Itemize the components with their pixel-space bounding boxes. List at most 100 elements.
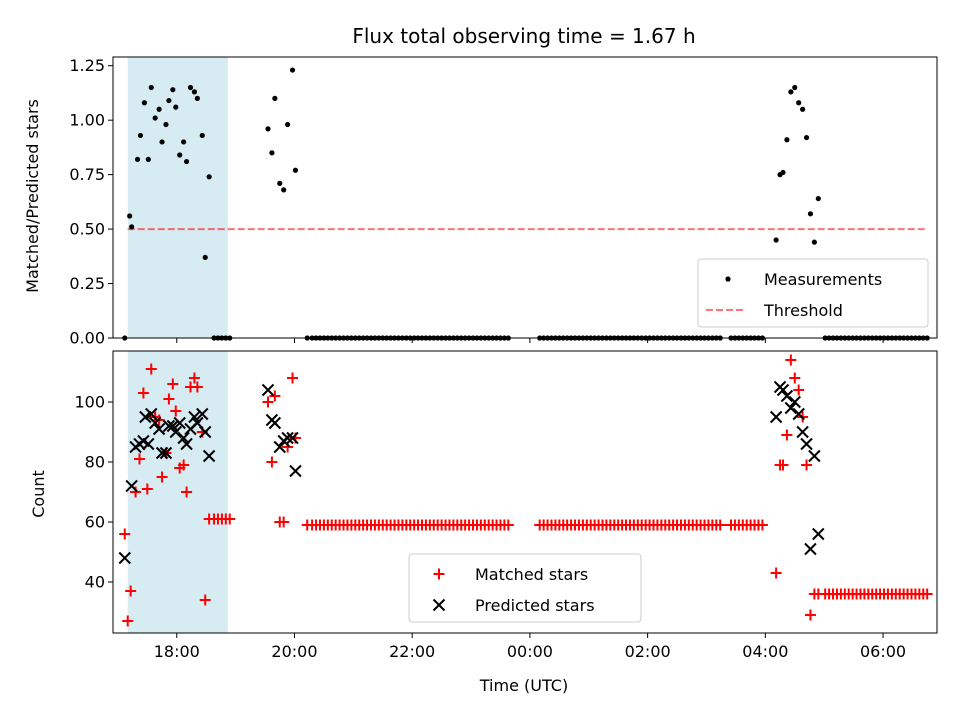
matched-stars-point	[141, 483, 153, 495]
x-tick-label: 22:00	[389, 642, 435, 661]
predicted-stars-point	[268, 416, 282, 430]
measurement-point	[206, 174, 212, 180]
y-tick-label: 40	[85, 573, 105, 592]
measurement-point	[148, 84, 154, 91]
predicted-stars-point	[769, 410, 783, 424]
measurement-point	[177, 152, 183, 158]
top-panel: 0.00 0.25 0.50 0.75 1.00 1.25 Measurements Thre…	[69, 56, 938, 348]
matched-stars-point	[921, 588, 933, 600]
matched-stars-point	[781, 429, 793, 441]
bottom-panel: 40 60 80 100 18:00 20:00 22:00 00:00 02:00 04:00 0…	[74, 350, 938, 661]
measurement-point	[181, 139, 187, 145]
measurement-point	[792, 84, 798, 91]
axes-frame	[112, 350, 938, 634]
measurement-point	[784, 137, 790, 143]
matched-stars-point	[178, 459, 190, 471]
measurement-point	[145, 156, 151, 162]
measurement-point	[199, 132, 205, 139]
predicted-stars-point	[152, 422, 166, 436]
y-tick-label: 1.00	[69, 111, 105, 130]
measurement-point	[800, 106, 806, 112]
predicted-stars-point	[148, 416, 162, 430]
predicted-stars-point	[261, 383, 275, 397]
measurement-point	[272, 95, 278, 101]
measurement-point	[265, 126, 271, 132]
matched-stars-point	[278, 516, 290, 528]
x-tick-label: 20:00	[271, 642, 317, 661]
measurement-point	[134, 156, 141, 162]
measurement-point	[281, 187, 287, 193]
matched-stars-point	[145, 363, 157, 375]
matched-stars-point	[269, 390, 281, 402]
measurement-point	[788, 89, 794, 95]
legend-label: Threshold	[763, 301, 843, 320]
matched-stars-point	[156, 471, 168, 483]
measurement-point	[285, 121, 291, 128]
predicted-stars-point	[784, 401, 798, 415]
matched-stars-point	[262, 396, 274, 408]
matched-stars-point	[167, 378, 179, 390]
matched-stars-point	[163, 393, 175, 405]
matched-stars-point	[789, 372, 801, 384]
matched-stars-point	[125, 585, 137, 597]
matched-stars-point	[266, 456, 278, 468]
predicted-stars-point	[145, 407, 158, 421]
x-tick-label: 02:00	[625, 642, 671, 661]
legend-marker-measurements	[725, 276, 731, 282]
matched-stars-point	[287, 372, 299, 384]
matched-stars-point	[777, 459, 789, 471]
y-tick-label: 0.75	[69, 165, 105, 184]
matched-stars-point	[756, 519, 768, 531]
predicted-stars-point	[125, 479, 138, 493]
measurement-point	[815, 195, 821, 202]
measurement-point	[127, 213, 133, 219]
matched-stars-point	[224, 513, 236, 525]
measurement-point	[156, 106, 162, 112]
predicted-stars-point	[804, 542, 817, 556]
legend-label: Measurements	[764, 270, 882, 289]
top-y-axis-label: Matched/Predicted stars	[23, 99, 42, 293]
predicted-stars-point	[792, 407, 805, 421]
predicted-stars-point	[788, 395, 801, 409]
measurement-point	[137, 132, 144, 139]
predicted-stars-point	[780, 389, 794, 403]
predicted-stars-point	[180, 437, 193, 451]
bottom-y-axis-label: Count	[29, 470, 48, 518]
predicted-stars-point	[169, 425, 182, 439]
legend-label: Predicted stars	[475, 596, 595, 615]
measurement-point	[202, 254, 208, 261]
measurement-point	[173, 104, 179, 110]
predicted-stars-point	[796, 425, 809, 439]
predicted-stars-point	[800, 437, 813, 451]
matched-stars-point	[181, 486, 193, 498]
measurement-point	[292, 167, 299, 173]
observing-window-span	[127, 57, 228, 338]
measurement-point	[277, 180, 283, 186]
measurement-point	[194, 95, 200, 101]
chart-title: Flux total observing time = 1.67 h	[352, 24, 695, 48]
predicted-stars-point	[196, 407, 209, 421]
measurement-point	[163, 121, 169, 128]
legend-marker-predicted	[432, 598, 446, 612]
predicted-stars-point	[166, 419, 180, 433]
matched-stars-point	[785, 354, 797, 366]
y-tick-label: 1.25	[69, 56, 105, 75]
predicted-stars-point	[289, 464, 302, 478]
matched-stars-point	[188, 372, 200, 384]
matched-stars-point	[793, 384, 805, 396]
y-tick-label: 60	[85, 513, 105, 532]
predicted-stars-point	[286, 431, 299, 445]
matched-stars-point	[191, 381, 203, 393]
predicted-stars-point	[118, 551, 131, 565]
matched-stars-point	[137, 387, 149, 399]
predicted-stars-point	[812, 527, 825, 541]
predicted-stars-point	[173, 416, 186, 430]
measurement-point	[187, 84, 194, 91]
measurement-point	[159, 139, 165, 145]
matched-stars-point	[199, 594, 211, 606]
predicted-stars-point	[808, 449, 821, 463]
measurement-point	[170, 87, 176, 93]
measurement-point	[191, 89, 198, 95]
measurement-point	[289, 67, 296, 73]
matched-stars-point	[804, 609, 816, 621]
